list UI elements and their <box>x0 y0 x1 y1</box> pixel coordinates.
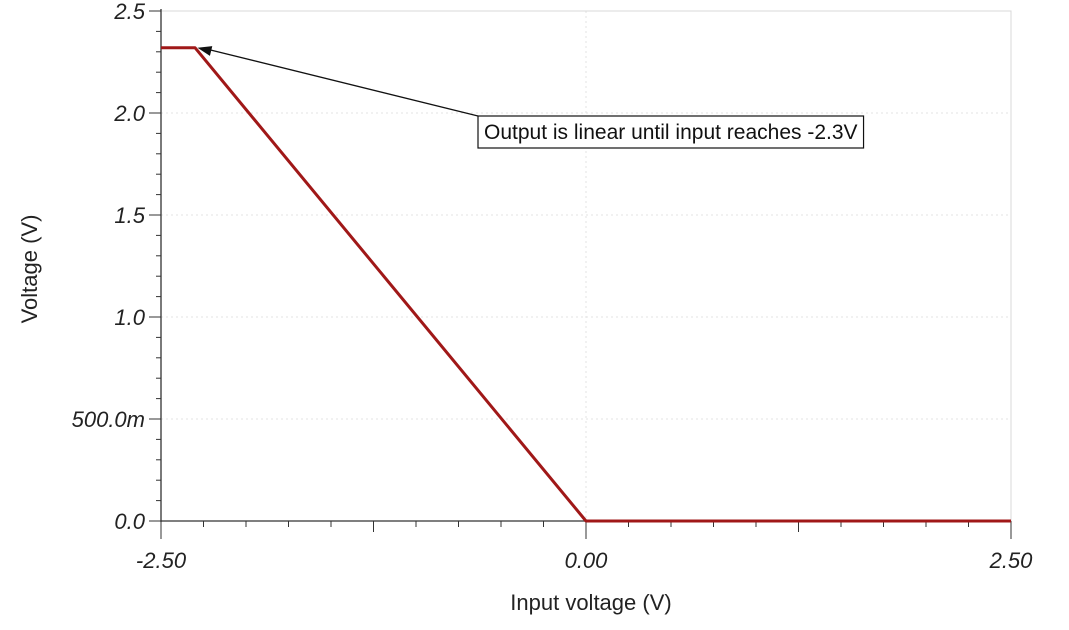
y-tick-label: 2.5 <box>113 0 145 24</box>
x-axis-title: Input voltage (V) <box>510 590 671 615</box>
y-tick-label: 0.0 <box>114 509 145 534</box>
y-tick-label: 1.0 <box>114 305 145 330</box>
y-axis-title: Voltage (V) <box>17 215 42 324</box>
annotation-box <box>477 115 865 149</box>
annotation-arrowhead <box>197 46 213 56</box>
axes <box>149 9 1012 539</box>
y-tick-label: 500.0m <box>72 407 145 432</box>
annotation-arrow-line <box>207 48 479 117</box>
annotation-text: Output is linear until input reaches -2.… <box>484 121 858 144</box>
x-tick-label: 2.50 <box>989 548 1034 573</box>
annotation: Output is linear until input reaches -2.… <box>197 46 865 149</box>
x-tick-label: 0.00 <box>565 548 609 573</box>
y-tick-label: 2.0 <box>113 101 145 126</box>
series-line <box>161 46 1011 523</box>
grid <box>161 10 1011 521</box>
tick-labels: 0.0 500.0m 1.0 1.5 2.0 2.5 -2.50 0.00 2.50 <box>72 0 1034 573</box>
series-group <box>160 46 1012 523</box>
x-tick-label: -2.50 <box>136 548 187 573</box>
y-tick-label: 1.5 <box>114 203 145 228</box>
